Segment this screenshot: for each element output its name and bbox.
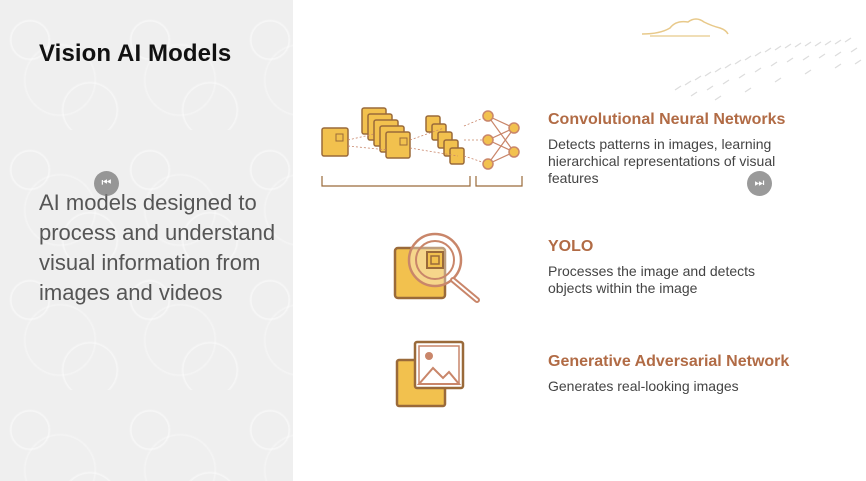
slide-title: Vision AI Models xyxy=(39,40,232,67)
model-desc-gan: Generates real-looking images xyxy=(548,378,739,394)
skip-forward-icon: ⏭ xyxy=(754,177,765,189)
cloud-decoration-icon xyxy=(641,18,729,37)
model-desc-yolo: Processes the image and detects objects … xyxy=(548,263,756,296)
skip-back-icon: ⏮ xyxy=(101,177,112,189)
model-desc-cnn: Detects patterns in images, learning hie… xyxy=(548,136,776,186)
picture-stack-icon xyxy=(395,340,465,408)
next-slide-button[interactable]: ⏭ xyxy=(747,171,772,196)
hatch-decoration-icon xyxy=(674,37,862,101)
magnifier-image-icon xyxy=(393,232,480,303)
model-title-yolo: YOLO xyxy=(548,238,594,255)
model-title-cnn: Convolutional Neural Networks xyxy=(548,111,786,128)
prev-slide-button[interactable]: ⏮ xyxy=(94,171,119,196)
slide-subtitle: AI models designed to process and unders… xyxy=(39,190,276,305)
model-title-gan: Generative Adversarial Network xyxy=(548,353,790,370)
right-panel xyxy=(293,0,866,481)
left-panel: Vision AI Models AI models designed to p… xyxy=(0,0,293,481)
cnn-layers-icon xyxy=(321,107,523,187)
